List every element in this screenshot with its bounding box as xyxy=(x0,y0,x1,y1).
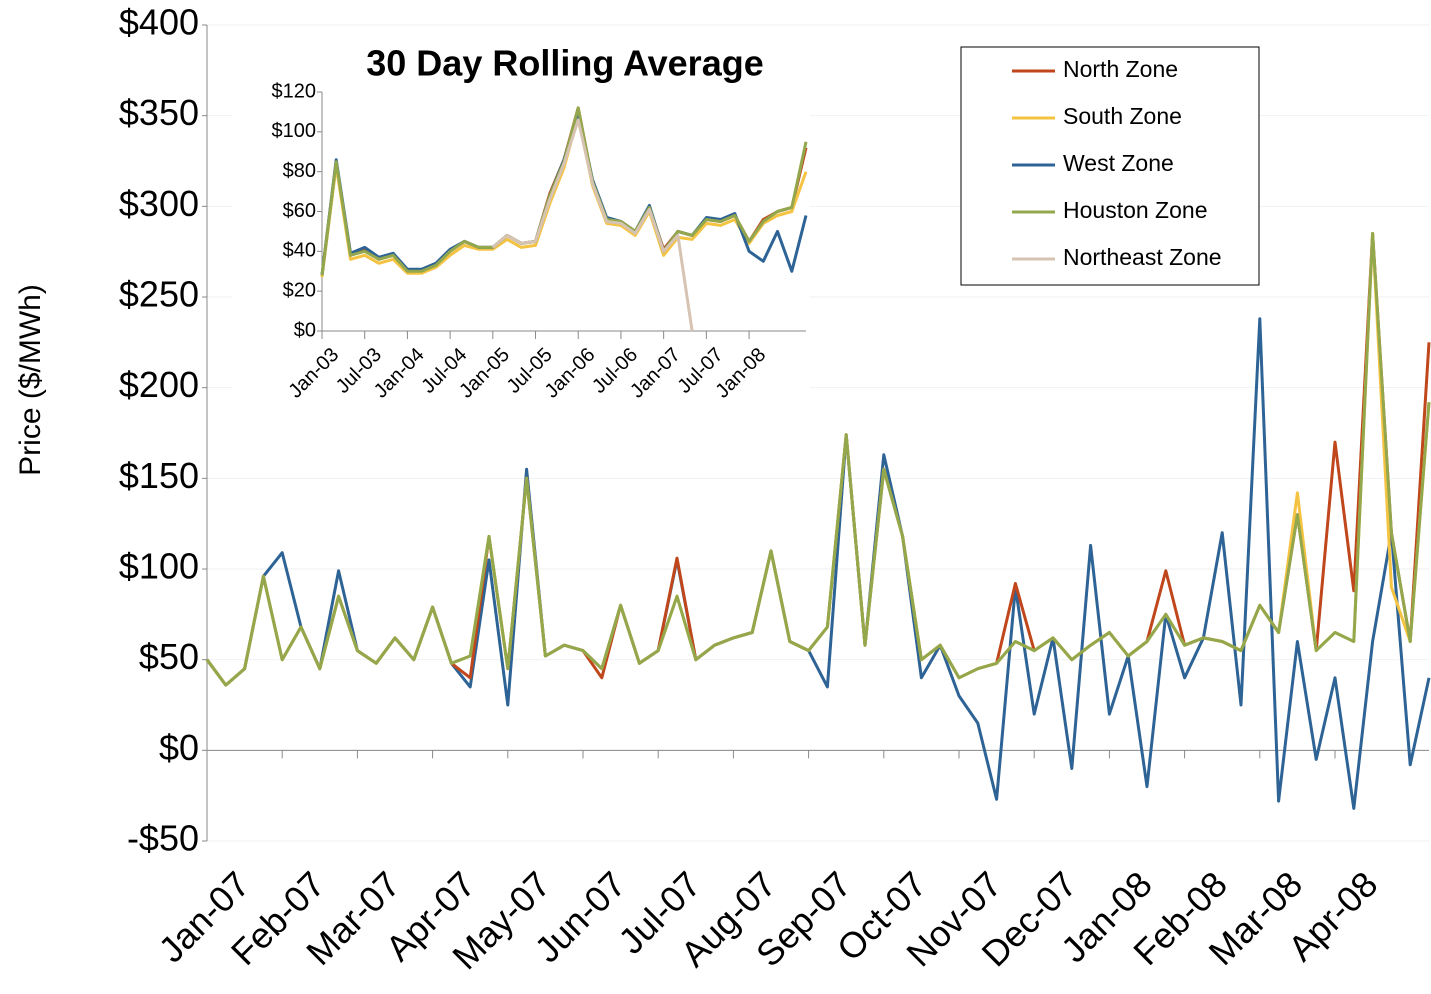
y-tick-label: $50 xyxy=(139,636,199,677)
y-tick-label: $80 xyxy=(283,160,316,182)
legend-label: North Zone xyxy=(1063,56,1178,82)
y-tick-label: $0 xyxy=(159,727,199,768)
y-tick-label: -$50 xyxy=(127,818,199,859)
y-tick-label: $60 xyxy=(283,200,316,222)
y-tick-label: $100 xyxy=(119,546,199,587)
series-line xyxy=(491,118,694,332)
y-tick-label: $0 xyxy=(294,319,316,341)
y-tick-label: $400 xyxy=(119,2,199,43)
legend-label: West Zone xyxy=(1063,150,1174,176)
y-tick-label: $200 xyxy=(119,364,199,405)
inset-title: 30 Day Rolling Average xyxy=(366,43,763,84)
y-tick-label: $300 xyxy=(119,183,199,224)
series-line xyxy=(205,232,1431,687)
y-tick-label: $150 xyxy=(119,455,199,496)
y-tick-label: $250 xyxy=(119,274,199,315)
legend-label: Northeast Zone xyxy=(1063,244,1222,270)
y-tick-label: $120 xyxy=(272,80,317,102)
y-tick-label: $100 xyxy=(272,120,317,142)
y-tick-label: $350 xyxy=(119,92,199,133)
legend-label: South Zone xyxy=(1063,103,1182,129)
y-tick-label: $40 xyxy=(283,240,316,262)
y-tick-label: $20 xyxy=(283,279,316,301)
y-axis-title: Price ($/MWh) xyxy=(14,284,47,476)
legend xyxy=(960,46,1260,286)
legend-label: Houston Zone xyxy=(1063,197,1207,223)
legend-entries: North Zone South Zone West Zone Houston Zon… xyxy=(1012,56,1222,270)
